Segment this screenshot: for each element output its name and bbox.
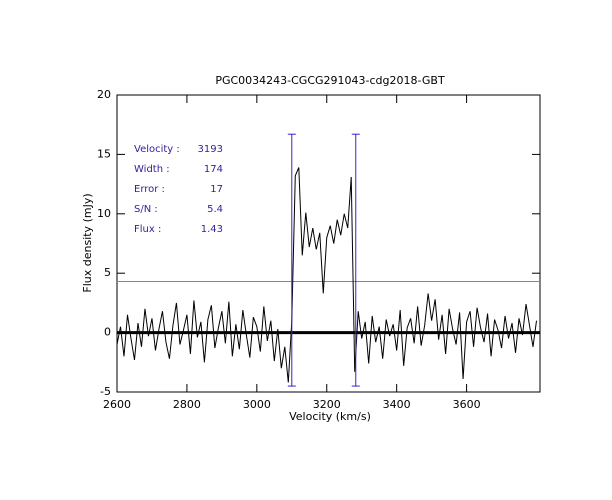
plot-frame <box>116 94 541 393</box>
y-axis-label: Flux density (mJy) <box>81 193 94 292</box>
y-tick-label: 5 <box>104 266 111 279</box>
x-tick-label: 3000 <box>243 398 271 411</box>
annotation-value: 174 <box>204 164 223 175</box>
x-tick-label: 3200 <box>313 398 341 411</box>
annotation-label: Flux : <box>134 224 161 235</box>
x-tick-label: 3400 <box>383 398 411 411</box>
x-tick-label: 2600 <box>103 398 131 411</box>
annotation-label: S/N : <box>134 204 158 215</box>
annotation-label: Error : <box>134 184 165 195</box>
spectrum-line <box>116 167 537 383</box>
y-tick-label: 20 <box>97 88 111 101</box>
annotation-label: Velocity : <box>134 144 180 155</box>
y-tick-label: -5 <box>100 385 111 398</box>
x-tick-label: 2800 <box>173 398 201 411</box>
annotation-value: 17 <box>210 184 223 195</box>
x-axis-label: Velocity (km/s) <box>289 410 371 423</box>
annotation-value: 1.43 <box>201 224 223 235</box>
y-tick-label: 10 <box>97 207 111 220</box>
y-tick-label: 0 <box>104 326 111 339</box>
annotation-label: Width : <box>134 164 170 175</box>
annotation-value: 3193 <box>198 144 223 155</box>
y-tick-label: 15 <box>97 147 111 160</box>
chart-title: PGC0034243-CGCG291043-cdg2018-GBT <box>215 74 445 87</box>
x-tick-label: 3600 <box>453 398 481 411</box>
annotation-value: 5.4 <box>207 204 223 215</box>
